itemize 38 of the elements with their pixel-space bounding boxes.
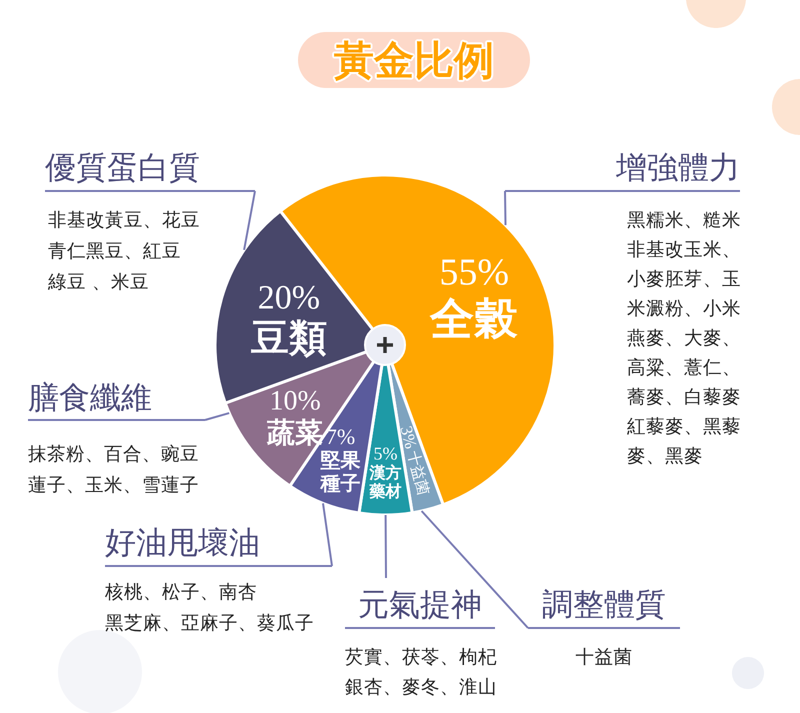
text: 青仁黑豆、紅豆 — [48, 241, 181, 262]
data-label: 10% — [270, 386, 321, 417]
slice-label: 十益菌 — [404, 448, 433, 497]
text: 黑芝麻、亞麻子、葵瓜子 — [105, 613, 314, 634]
text: 麥、黑麥 — [627, 446, 703, 467]
text: 調整體質 — [542, 587, 666, 623]
text: 米澱粉、小米 — [627, 298, 741, 320]
text: 十益菌 — [576, 647, 632, 668]
data-label: 7% — [326, 424, 356, 449]
text: 蕎麥、白藜麥 — [627, 387, 741, 408]
text: 蓮子、玉米、雪蓮子 — [28, 475, 199, 496]
data-label: 20% — [258, 279, 320, 316]
text: 黑糯米、糙米 — [627, 210, 741, 231]
text: 抹茶粉、百合、豌豆 — [28, 443, 199, 465]
text: 銀杏、麥冬、淮山 — [345, 677, 497, 698]
data-label: 55% — [439, 252, 510, 294]
text: 非基改黃豆、花豆 — [48, 210, 200, 231]
text: 元氣提神 — [358, 587, 482, 623]
text: 燕麥、大麥、 — [627, 328, 741, 349]
text: 好油甩壞油 — [105, 525, 260, 561]
text: 膳食纖維 — [28, 380, 152, 416]
text: 非基改玉米、 — [627, 240, 741, 260]
text: 綠豆 、米豆 — [47, 272, 149, 293]
data-label: 5% — [373, 443, 398, 464]
text: 芡實、茯苓、枸杞 — [345, 647, 497, 668]
text: 優質蛋白質 — [45, 150, 200, 186]
slice-label: 漢方藥材 — [368, 463, 402, 501]
slice-label: 蔬菜 — [266, 416, 324, 449]
text: 高粱、薏仁、 — [627, 356, 741, 378]
text: 小麥胚芽、玉 — [627, 269, 741, 290]
text: 紅藜麥、黑藜 — [627, 416, 741, 438]
slice-label: 全穀 — [429, 294, 518, 345]
text: 增強體力 — [615, 150, 740, 186]
data-label: 3% — [396, 424, 422, 451]
slice-label: 堅果種子 — [319, 448, 362, 496]
slice-label: 豆類 — [250, 316, 327, 360]
chart-title: 黃金比例 — [334, 38, 494, 84]
text: 核桃、松子、南杏 — [104, 582, 257, 603]
